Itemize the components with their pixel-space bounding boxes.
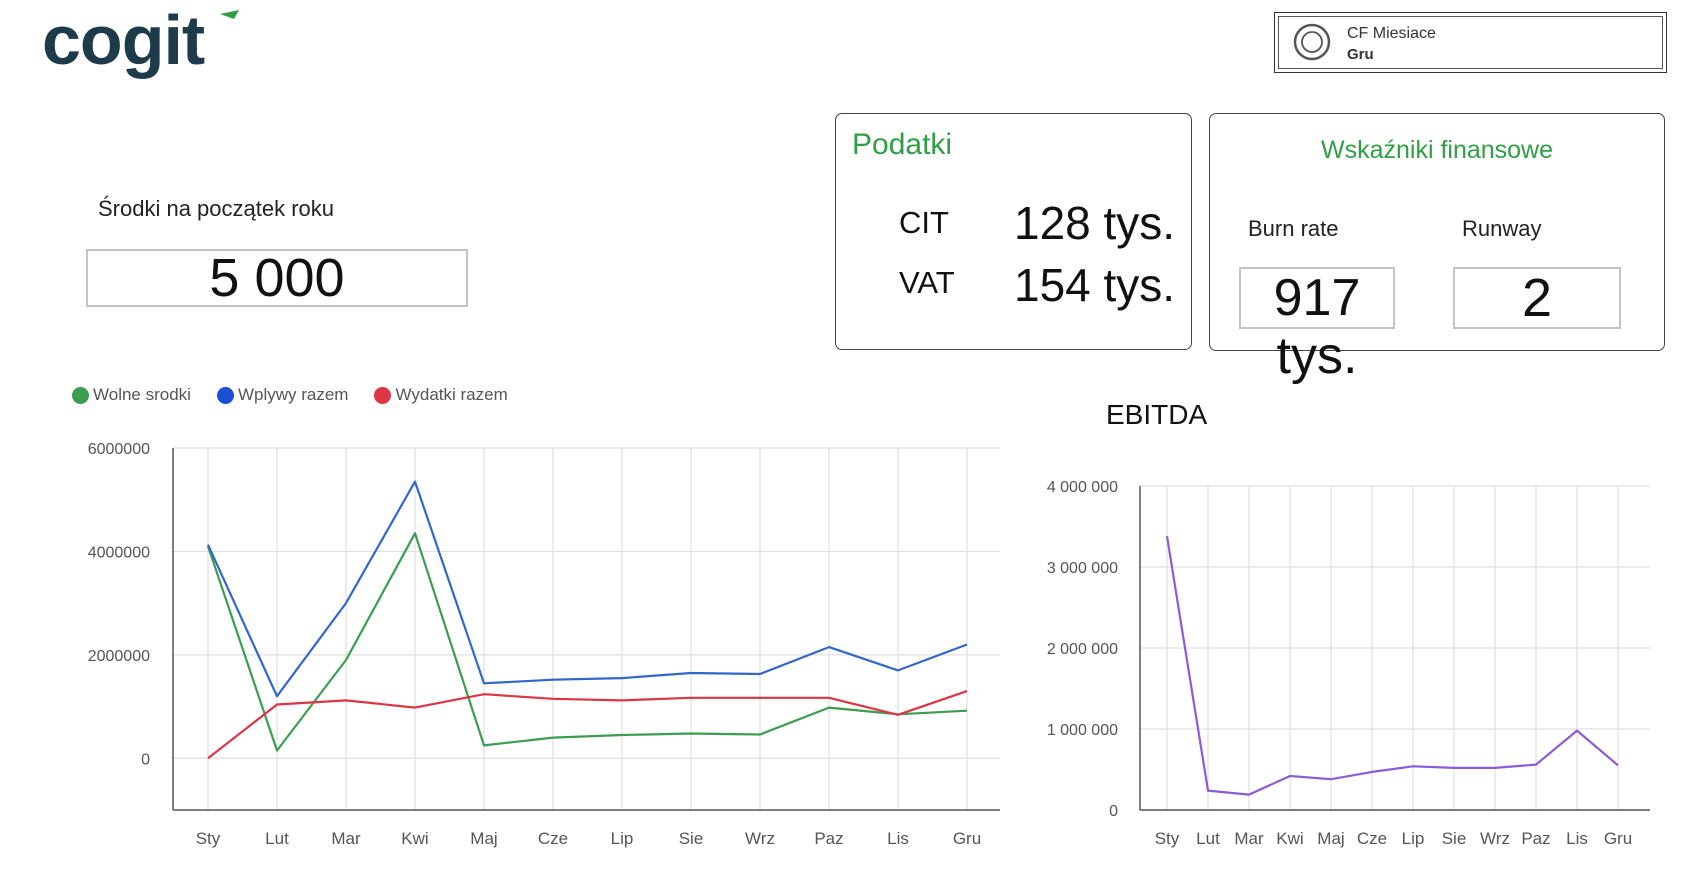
logo-accent-mark [220,10,239,19]
cogit-logo: cogit [42,2,239,79]
x-tick-label: Lut [265,829,289,848]
vat-value: 154 tys. [1014,259,1176,311]
legend-label: Wydatki razem [395,385,508,404]
circle-radio-icon[interactable] [1293,23,1331,61]
logo-text: cogit [42,2,205,79]
opening-balance-label: Środki na początek roku [98,196,335,221]
x-tick-label: Sie [679,829,704,848]
y-tick-label: 4000000 [88,544,150,561]
x-tick-label: Maj [470,829,497,848]
burn-rate-label: Burn rate [1248,216,1339,241]
cit-value: 128 tys. [1014,197,1176,249]
legend-item-wolne-srodki[interactable]: Wolne srodki [72,385,191,405]
x-tick-label: Mar [331,829,361,848]
x-tick-label: Lip [611,829,634,848]
x-tick-label: Wrz [745,829,775,848]
legend-label: Wolne srodki [93,385,191,404]
series-line-0[interactable] [206,532,968,752]
x-tick-label: Wrz [1480,829,1510,848]
legend-label: Wplywy razem [237,385,349,404]
series-line-1[interactable] [206,480,968,698]
financial-indicators-title: Wskaźniki finansowe [1320,136,1554,164]
x-tick-label: Gru [953,829,981,848]
x-tick-label: Cze [1357,829,1387,848]
financial-indicators-card [1209,113,1665,351]
cashflow-legend: Wolne srodki Wplywy razem Wydatki razem [72,384,534,406]
x-tick-label: Kwi [401,829,428,848]
x-tick-label: Sty [1155,829,1180,848]
y-tick-label: 3 000 000 [1047,560,1118,577]
y-tick-label: 0 [141,751,150,768]
legend-item-wydatki-razem[interactable]: Wydatki razem [374,385,508,405]
ebitda-chart: 4 000 000 3 000 000 2 000 000 1 000 000 0 Sty… [1047,479,1650,848]
legend-item-wplywy-razem[interactable]: Wplywy razem [216,385,349,405]
month-filter-value: Gru [1347,46,1374,63]
x-tick-label: Lut [1196,829,1220,848]
taxes-title: Podatki [852,128,953,161]
x-tick-label: Sie [1442,829,1467,848]
x-tick-label: Lis [887,829,909,848]
series-line-2[interactable] [207,690,968,760]
vat-label: VAT [899,265,955,300]
legend-dot [374,386,392,404]
x-tick-label: Kwi [1276,829,1303,848]
legend-dot [72,386,89,404]
x-tick-label: Paz [1521,829,1550,848]
y-tick-label: 1 000 000 [1047,722,1118,739]
y-tick-label: 4 000 000 [1047,479,1118,496]
x-tick-label: Mar [1234,829,1264,848]
y-tick-label: 0 [1109,803,1118,820]
legend-dot [216,386,234,404]
x-tick-label: Lis [1566,829,1588,848]
runway-label: Runway [1462,216,1542,241]
cit-label: CIT [899,205,949,240]
y-tick-label: 6000000 [88,441,150,458]
cashflow-chart: 6000000 4000000 2000000 0 Sty Lut Mar Kwi Maj Cze… [88,441,1000,848]
x-tick-label: Maj [1317,829,1344,848]
ebitda-title: EBITDA [1106,399,1208,430]
series-line-0[interactable] [1165,536,1619,796]
x-tick-label: Gru [1604,829,1632,848]
month-filter-label: CF Miesiace [1347,25,1436,42]
x-tick-label: Sty [196,829,221,848]
month-filter[interactable]: CF Miesiace Gru [1274,12,1667,73]
y-tick-label: 2 000 000 [1047,641,1118,658]
x-tick-label: Paz [814,829,843,848]
runway-value: 2 [1453,267,1621,329]
taxes-card [835,113,1192,350]
x-tick-label: Lip [1402,829,1425,848]
month-filter-frame [1278,16,1663,69]
x-tick-label: Cze [538,829,568,848]
opening-balance-value: 5 000 [86,249,468,307]
y-tick-label: 2000000 [88,648,150,665]
burn-rate-value: 917 tys. [1239,267,1395,385]
